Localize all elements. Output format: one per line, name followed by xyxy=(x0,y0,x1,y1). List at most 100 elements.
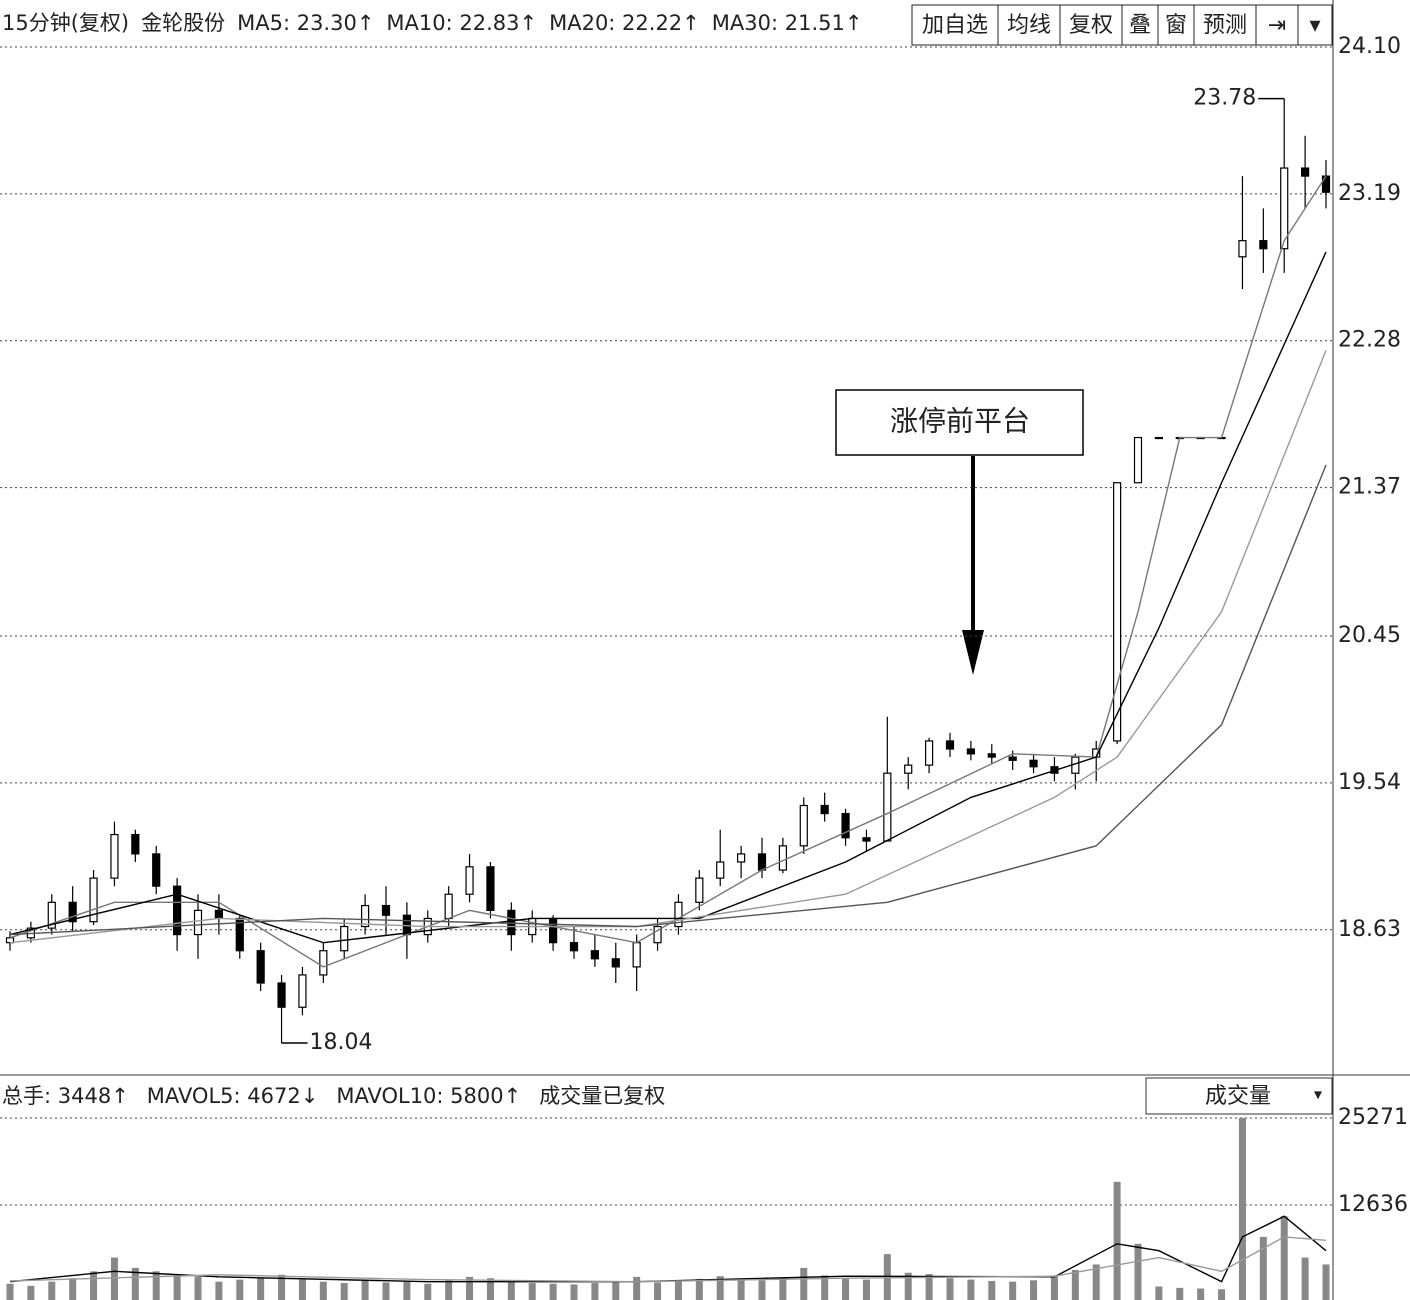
toolbar-button[interactable] xyxy=(1255,4,1299,46)
candle-body xyxy=(47,901,56,929)
volume-bar xyxy=(674,1280,682,1300)
volume-bar xyxy=(1050,1275,1058,1300)
y-tick-label: 25271 xyxy=(1338,1105,1408,1130)
candle-body xyxy=(549,917,558,944)
toolbar-button[interactable] xyxy=(1059,4,1123,46)
header-text: MA5: 23.30↑ xyxy=(237,11,374,35)
candle-body xyxy=(1321,175,1331,193)
y-tick-label: 22.28 xyxy=(1338,328,1401,353)
toolbar-button[interactable] xyxy=(1121,4,1159,46)
candle-body xyxy=(757,853,767,871)
volume-bar xyxy=(716,1276,724,1300)
volume-bar xyxy=(1071,1269,1079,1300)
header-text: MA20: 22.22↑ xyxy=(549,11,700,35)
header-text: MA30: 21.51↑ xyxy=(712,11,863,35)
y-tick-label: 24.10 xyxy=(1338,34,1401,59)
candle-body xyxy=(89,877,98,923)
candle-body xyxy=(1238,240,1247,258)
candle-body xyxy=(883,772,892,842)
toolbar-button-label[interactable]: 复权 xyxy=(1069,13,1113,38)
volume-selector-arrow[interactable]: ▾ xyxy=(1314,1085,1322,1104)
candle-body xyxy=(904,764,913,774)
toolbar-button-label[interactable]: 叠 xyxy=(1129,13,1151,38)
candle-body xyxy=(778,845,787,871)
volume-bar xyxy=(612,1281,620,1300)
volume-bar xyxy=(654,1282,662,1300)
volume-bar xyxy=(862,1279,870,1300)
volume-bar xyxy=(1176,1287,1184,1300)
toolbar-button[interactable] xyxy=(997,4,1061,46)
candle-body xyxy=(319,950,328,976)
candle-body xyxy=(966,748,975,755)
volume-bar xyxy=(1322,1264,1330,1300)
candle-body xyxy=(235,917,244,952)
volume-bar xyxy=(131,1267,139,1300)
volume-bar xyxy=(236,1279,244,1300)
candle-body xyxy=(737,853,746,863)
volume-bar xyxy=(466,1276,474,1300)
candle-body xyxy=(987,753,996,758)
volume-bar xyxy=(925,1274,933,1300)
ma-line xyxy=(9,350,1327,944)
ma-line xyxy=(9,1236,1327,1283)
candle-body xyxy=(716,861,725,879)
candle-body xyxy=(507,909,516,936)
annotation-box xyxy=(835,389,1084,456)
candle-body xyxy=(632,942,641,968)
volume-bar xyxy=(1092,1264,1100,1300)
annotation-arrowhead xyxy=(962,630,984,675)
volume-bar xyxy=(486,1278,494,1300)
candle-body xyxy=(444,893,453,920)
volume-bar xyxy=(842,1278,850,1300)
volume-bar xyxy=(528,1283,536,1300)
volume-bar xyxy=(1134,1243,1142,1300)
candle-body xyxy=(131,833,140,855)
toolbar-button-label[interactable]: 窗 xyxy=(1165,13,1187,38)
candle-body xyxy=(110,833,119,879)
volume-bar xyxy=(570,1284,578,1300)
volume-bar xyxy=(549,1283,557,1300)
volume-selector[interactable] xyxy=(1145,1077,1333,1115)
header-text: MA10: 22.83↑ xyxy=(386,11,537,35)
candle-body xyxy=(68,901,77,923)
volume-bar xyxy=(403,1281,411,1300)
candle-body xyxy=(214,909,223,920)
candle-body xyxy=(674,901,683,928)
y-tick-label: 18.63 xyxy=(1338,917,1401,942)
volume-bar xyxy=(173,1274,181,1300)
toolbar-button[interactable] xyxy=(911,4,999,46)
toolbar-button-label[interactable]: 加自选 xyxy=(922,13,988,38)
volume-bar xyxy=(591,1283,599,1300)
toolbar-button-label[interactable]: 预测 xyxy=(1203,13,1247,38)
candle-body xyxy=(381,904,391,916)
toolbar-button-label[interactable]: ⇥ xyxy=(1268,13,1286,38)
toolbar-button[interactable] xyxy=(1193,4,1257,46)
volume-bar xyxy=(633,1276,641,1300)
candle-body xyxy=(1301,167,1310,177)
ma-line xyxy=(9,464,1327,936)
candle-body xyxy=(569,942,579,952)
candle-body xyxy=(486,866,495,911)
toolbar-button-label[interactable]: 均线 xyxy=(1007,13,1051,38)
volume-header-text: MAVOL10: 5800↑ xyxy=(336,1084,521,1108)
candle-body xyxy=(1008,756,1017,761)
toolbar-button[interactable] xyxy=(1297,4,1333,46)
volume-header-text: 成交量已复权 xyxy=(539,1084,665,1108)
candle-body xyxy=(841,812,850,839)
candle-body xyxy=(193,909,203,936)
candle-body xyxy=(152,853,161,887)
volume-header-text: MAVOL5: 4672↓ xyxy=(147,1084,319,1108)
volume-bar xyxy=(1113,1181,1121,1300)
candle-body xyxy=(1259,240,1268,250)
volume-bar xyxy=(257,1278,265,1300)
candle-body xyxy=(465,866,474,895)
candle-body xyxy=(340,925,349,952)
volume-selector-label[interactable]: 成交量 xyxy=(1205,1084,1271,1109)
candle-body xyxy=(611,958,620,968)
candle-body xyxy=(799,804,808,847)
candle-body xyxy=(1029,759,1038,768)
volume-bar xyxy=(194,1276,202,1300)
toolbar-button-label[interactable]: ▾ xyxy=(1309,13,1320,38)
